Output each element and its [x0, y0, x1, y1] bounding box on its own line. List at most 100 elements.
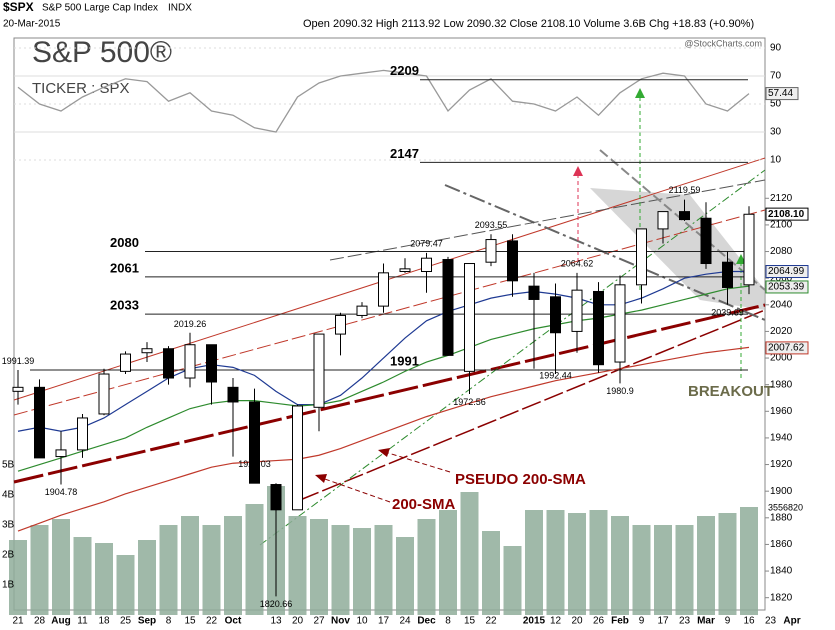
pointer [321, 477, 391, 503]
y-tick-label: 1980 [770, 379, 793, 390]
volume-bar [503, 546, 522, 615]
volume-tick-label: 1B [2, 580, 15, 591]
candle-body [485, 239, 497, 263]
x-tick-label: 23 [765, 616, 777, 627]
volume-bar [611, 516, 629, 615]
arrow-head [315, 474, 327, 483]
x-tick-label: 25 [120, 616, 132, 627]
symbol: $SPX [3, 0, 34, 14]
candle-body [636, 228, 647, 286]
rsi-tick-label: 70 [770, 71, 782, 82]
candle-body [34, 386, 45, 459]
y-tick-label: 2100 [770, 220, 793, 231]
x-tick-label: 8 [445, 616, 451, 627]
price-tag-box [765, 341, 809, 355]
pointer [384, 451, 451, 473]
x-tick-label: 9 [639, 616, 645, 627]
quote: Open 2090.32 High 2113.92 Low 2090.32 Cl… [303, 18, 754, 30]
pivot-label: 1972.56 [453, 397, 486, 407]
x-tick-label: 15 [464, 616, 476, 627]
annotation: BREAKOUT [688, 383, 773, 400]
y-tick-label: 2020 [770, 326, 793, 337]
volume-tick-label: 3B [2, 520, 15, 531]
price-tag-box [765, 280, 809, 294]
x-tick-label: 16 [743, 616, 755, 627]
x-tick-label: 22 [485, 616, 497, 627]
price-tag: 2064.99 [768, 266, 805, 277]
annotation: PSEUDO 200-SMA [455, 471, 586, 488]
volume-bar [288, 516, 307, 615]
pseudo-sma-line [13, 303, 766, 484]
candle-body [227, 386, 239, 403]
volume-bar [460, 492, 479, 615]
x-tick-label: 17 [378, 616, 390, 627]
volume-tag: 3556820 [768, 502, 803, 512]
chart-subtitle: TICKER : SPX [32, 80, 130, 97]
volume-bar [310, 519, 328, 615]
moving-average [17, 285, 750, 472]
y-tick-label: 2080 [770, 246, 793, 257]
rsi-tag-box [765, 87, 799, 101]
candle-body [206, 344, 217, 383]
y-tick-label: 1840 [770, 566, 793, 577]
x-tick-label: 15 [184, 616, 196, 627]
date: 20-Mar-2015 [3, 19, 61, 30]
moving-average [17, 270, 749, 432]
green-trend [259, 169, 766, 546]
candle-body [464, 263, 475, 372]
x-tick-label: 27 [313, 616, 325, 627]
y-tick-label: 2000 [770, 353, 793, 364]
x-tick-label: 9 [725, 616, 731, 627]
volume-bar [202, 525, 221, 615]
y-tick-label: 2040 [770, 299, 793, 310]
candle-body [679, 211, 690, 221]
x-tick-label: Apr [783, 616, 800, 627]
candle-body [77, 417, 88, 451]
rsi-tick-label: 90 [770, 43, 782, 54]
candle-body [270, 484, 282, 511]
chart-title: S&P 500® [32, 36, 172, 69]
y-tick-label: 2060 [770, 273, 793, 284]
candle-body [163, 348, 174, 379]
rsi-tick-label: 10 [770, 155, 782, 166]
candle-body [700, 217, 712, 265]
volume-bar [654, 525, 672, 615]
support-line [299, 309, 766, 501]
volume-bar [353, 528, 371, 615]
candle-body [528, 285, 540, 300]
y-tick-label: 1820 [770, 592, 793, 603]
x-tick-label: Sep [138, 616, 156, 627]
rsi-line [17, 69, 750, 133]
volume-bar [138, 540, 156, 615]
x-tick-label: Mar [697, 616, 715, 627]
candle-body [12, 386, 24, 392]
candle-body [550, 296, 561, 334]
volume-tick-label: 5B [2, 460, 15, 471]
price-tag: 2108.10 [768, 209, 805, 220]
source: @StockCharts.com [684, 38, 762, 48]
pivot-label: 1926.03 [238, 459, 271, 469]
candle-body [184, 344, 196, 379]
pivot-label: 2064.62 [561, 258, 594, 268]
x-tick-label: 23 [679, 616, 691, 627]
x-tick-label: 10 [356, 616, 368, 627]
rsi-tag: 57.44 [768, 88, 793, 99]
volume-bar [95, 543, 113, 615]
volume-bar [224, 516, 242, 615]
pivot-label: 2119.59 [669, 185, 701, 195]
x-tick-label: Aug [51, 616, 70, 627]
pivot-label: 1820.66 [260, 599, 293, 609]
volume-bar [52, 519, 70, 615]
moving-average [17, 346, 750, 532]
x-tick-label: 8 [166, 616, 172, 627]
candle-body [55, 449, 67, 458]
candle-body [249, 401, 260, 484]
y-tick-label: 1940 [770, 433, 793, 444]
x-tick-label: Dec [417, 616, 436, 627]
level-label: 2209 [390, 63, 419, 78]
x-tick-label: 24 [399, 616, 411, 627]
volume-bar [9, 540, 27, 615]
y-tick-label: 1860 [770, 539, 793, 550]
volume-bar [331, 525, 350, 615]
volume-bar [589, 510, 608, 615]
